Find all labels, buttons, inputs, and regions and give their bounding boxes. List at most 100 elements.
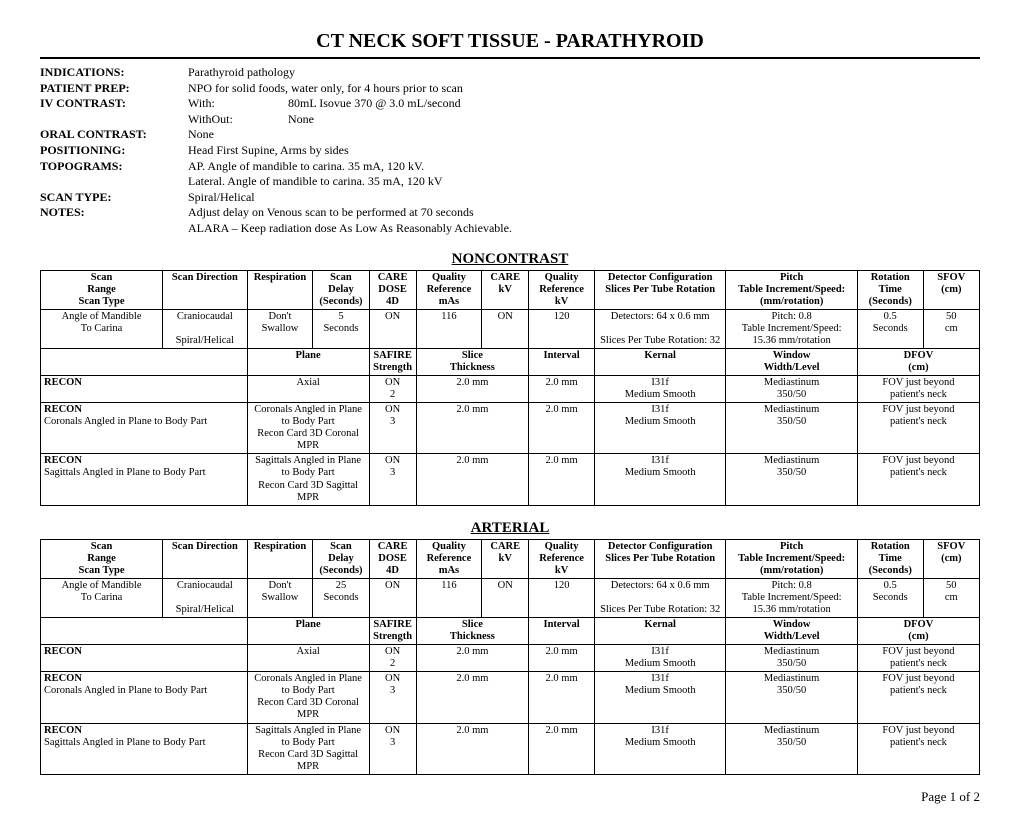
table-cell: CraniocaudalSpiral/Helical xyxy=(163,578,248,617)
info-value: NPO for solid foods, water only, for 4 h… xyxy=(188,81,980,97)
recon-cell: RECONCoronals Angled in Plane to Body Pa… xyxy=(41,672,248,723)
info-scan-type: SCAN TYPE: Spiral/Helical xyxy=(40,190,980,206)
info-oral-contrast: ORAL CONTRAST: None xyxy=(40,127,980,143)
recon-cell: ON2 xyxy=(369,376,416,403)
table-cell: Angle of Mandible To Carina xyxy=(41,309,163,348)
table-cell: 25Seconds xyxy=(313,578,369,617)
recon-cell: FOV just beyondpatient's neck xyxy=(857,645,979,672)
recon-cell: Mediastinum350/50 xyxy=(726,403,857,454)
info-label xyxy=(40,174,188,190)
info-value: Adjust delay on Venous scan to be perfor… xyxy=(188,205,980,221)
info-label: SCAN TYPE: xyxy=(40,190,188,206)
info-value: Spiral/Helical xyxy=(188,190,980,206)
recon-cell: Mediastinum350/50 xyxy=(726,723,857,774)
recon-header-cell: Kernal xyxy=(594,618,725,645)
recon-header-cell: Plane xyxy=(247,348,369,375)
recon-cell: I31fMedium Smooth xyxy=(594,672,725,723)
col-header: SFOV(cm) xyxy=(923,270,979,309)
recon-cell: Axial xyxy=(247,376,369,403)
recon-cell: I31fMedium Smooth xyxy=(594,454,725,505)
info-label: INDICATIONS: xyxy=(40,65,188,81)
recon-cell: 2.0 mm xyxy=(529,672,595,723)
recon-cell: I31fMedium Smooth xyxy=(594,645,725,672)
table-cell: 0.5Seconds xyxy=(857,309,923,348)
protocol-table: ScanRangeScan TypeScan DirectionRespirat… xyxy=(40,270,980,506)
info-label: TOPOGRAMS: xyxy=(40,159,188,175)
info-sub-label: With: xyxy=(188,96,288,112)
recon-cell: 2.0 mm xyxy=(529,376,595,403)
col-header: Respiration xyxy=(247,270,313,309)
info-value: WithOut: None xyxy=(188,112,980,128)
recon-header-cell: SAFIREStrength xyxy=(369,348,416,375)
table-cell: 50cm xyxy=(923,309,979,348)
info-value: Parathyroid pathology xyxy=(188,65,980,81)
section-heading: ARTERIAL xyxy=(40,520,980,537)
col-header: Scan Direction xyxy=(163,270,248,309)
protocol-table: ScanRangeScan TypeScan DirectionRespirat… xyxy=(40,539,980,775)
info-patient-prep: PATIENT PREP: NPO for solid foods, water… xyxy=(40,81,980,97)
table-cell: ON xyxy=(482,309,529,348)
recon-cell: ON3 xyxy=(369,672,416,723)
table-cell: CraniocaudalSpiral/Helical xyxy=(163,309,248,348)
recon-cell: FOV just beyondpatient's neck xyxy=(857,403,979,454)
recon-cell: 2.0 mm xyxy=(529,403,595,454)
info-label: ORAL CONTRAST: xyxy=(40,127,188,143)
recon-cell: Sagittals Angled in Plane to Body PartRe… xyxy=(247,723,369,774)
section-heading: NONCONTRAST xyxy=(40,251,980,268)
recon-cell: Sagittals Angled in Plane to Body PartRe… xyxy=(247,454,369,505)
recon-cell: FOV just beyondpatient's neck xyxy=(857,376,979,403)
table-cell: Detectors: 64 x 0.6 mmSlices Per Tube Ro… xyxy=(594,578,725,617)
table-cell: Pitch: 0.8Table Increment/Speed:15.36 mm… xyxy=(726,578,857,617)
recon-cell: 2.0 mm xyxy=(416,454,529,505)
table-cell: Don'tSwallow xyxy=(247,309,313,348)
recon-cell: Axial xyxy=(247,645,369,672)
recon-cell: RECONSagittals Angled in Plane to Body P… xyxy=(41,454,248,505)
col-header: SFOV(cm) xyxy=(923,539,979,578)
recon-cell: FOV just beyondpatient's neck xyxy=(857,723,979,774)
info-indications: INDICATIONS: Parathyroid pathology xyxy=(40,65,980,81)
page-title: CT NECK SOFT TISSUE - PARATHYROID xyxy=(40,30,980,59)
table-cell: 120 xyxy=(529,578,595,617)
info-iv-contrast-with: IV CONTRAST: With: 80mL Isovue 370 @ 3.0… xyxy=(40,96,980,112)
recon-header-cell xyxy=(41,348,248,375)
recon-cell: Mediastinum350/50 xyxy=(726,376,857,403)
col-header: QualityReferencekV xyxy=(529,539,595,578)
recon-cell: I31fMedium Smooth xyxy=(594,723,725,774)
recon-cell: I31fMedium Smooth xyxy=(594,376,725,403)
recon-cell: ON3 xyxy=(369,454,416,505)
recon-cell: RECONCoronals Angled in Plane to Body Pa… xyxy=(41,403,248,454)
table-cell: Pitch: 0.8Table Increment/Speed:15.36 mm… xyxy=(726,309,857,348)
table-cell: Angle of Mandible To Carina xyxy=(41,578,163,617)
info-topograms-2: Lateral. Angle of mandible to carina. 35… xyxy=(40,174,980,190)
recon-cell: FOV just beyondpatient's neck xyxy=(857,454,979,505)
recon-header-cell: DFOV(cm) xyxy=(857,348,979,375)
col-header: CAREkV xyxy=(482,539,529,578)
recon-cell: 2.0 mm xyxy=(529,454,595,505)
recon-header-cell: SliceThickness xyxy=(416,618,529,645)
recon-cell: 2.0 mm xyxy=(416,645,529,672)
col-header: ScanRangeScan Type xyxy=(41,539,163,578)
recon-cell: 2.0 mm xyxy=(416,672,529,723)
col-header: Scan Direction xyxy=(163,539,248,578)
table-cell: 0.5Seconds xyxy=(857,578,923,617)
info-value: ALARA – Keep radiation dose As Low As Re… xyxy=(188,221,980,237)
recon-cell: Mediastinum350/50 xyxy=(726,454,857,505)
recon-cell: Coronals Angled in Plane to Body PartRec… xyxy=(247,403,369,454)
recon-header-cell: SliceThickness xyxy=(416,348,529,375)
info-iv-contrast-without: WithOut: None xyxy=(40,112,980,128)
info-notes: NOTES: Adjust delay on Venous scan to be… xyxy=(40,205,980,221)
col-header: ScanDelay(Seconds) xyxy=(313,539,369,578)
col-header: RotationTime(Seconds) xyxy=(857,270,923,309)
info-sub-value: None xyxy=(288,112,314,128)
col-header: CAREkV xyxy=(482,270,529,309)
info-label xyxy=(40,112,188,128)
table-cell: Don'tSwallow xyxy=(247,578,313,617)
recon-cell: RECON xyxy=(41,645,248,672)
recon-header-cell: WindowWidth/Level xyxy=(726,618,857,645)
col-header: QualityReferencemAs xyxy=(416,539,482,578)
info-value: None xyxy=(188,127,980,143)
col-header: PitchTable Increment/Speed:(mm/rotation) xyxy=(726,270,857,309)
info-value: With: 80mL Isovue 370 @ 3.0 mL/second xyxy=(188,96,980,112)
recon-cell: ON3 xyxy=(369,403,416,454)
recon-header-cell: SAFIREStrength xyxy=(369,618,416,645)
